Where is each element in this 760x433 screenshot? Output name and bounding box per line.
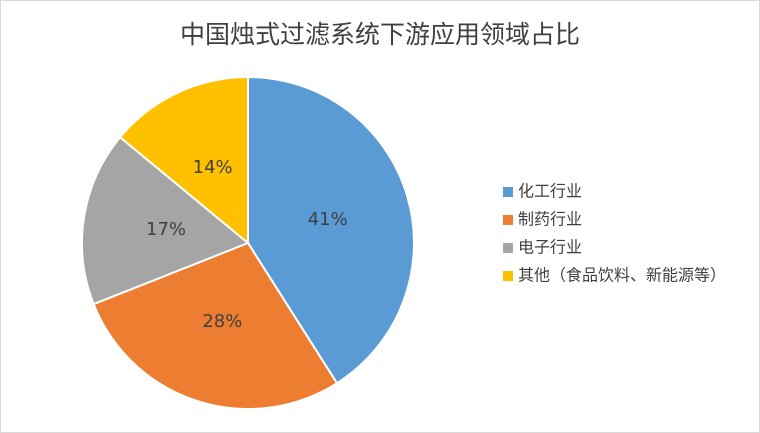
data-label: 28% bbox=[202, 311, 242, 332]
legend-swatch bbox=[503, 243, 513, 253]
data-label: 41% bbox=[308, 209, 348, 230]
legend-swatch bbox=[503, 215, 513, 225]
data-label: 17% bbox=[146, 219, 186, 240]
pie-slice bbox=[81, 135, 250, 306]
legend-label: 化工行业 bbox=[518, 182, 582, 201]
legend-swatch bbox=[503, 187, 513, 197]
chart-title: 中国烛式过滤系统下游应用领域占比 bbox=[180, 20, 580, 49]
legend-label: 其他（食品饮料、新能源等） bbox=[518, 266, 726, 285]
data-label: 14% bbox=[193, 157, 233, 178]
pie-slice bbox=[92, 241, 339, 410]
pie-slice bbox=[118, 75, 249, 246]
legend-label: 电子行业 bbox=[518, 238, 582, 257]
legend-label: 制药行业 bbox=[518, 210, 582, 229]
legend-swatch bbox=[503, 271, 513, 281]
